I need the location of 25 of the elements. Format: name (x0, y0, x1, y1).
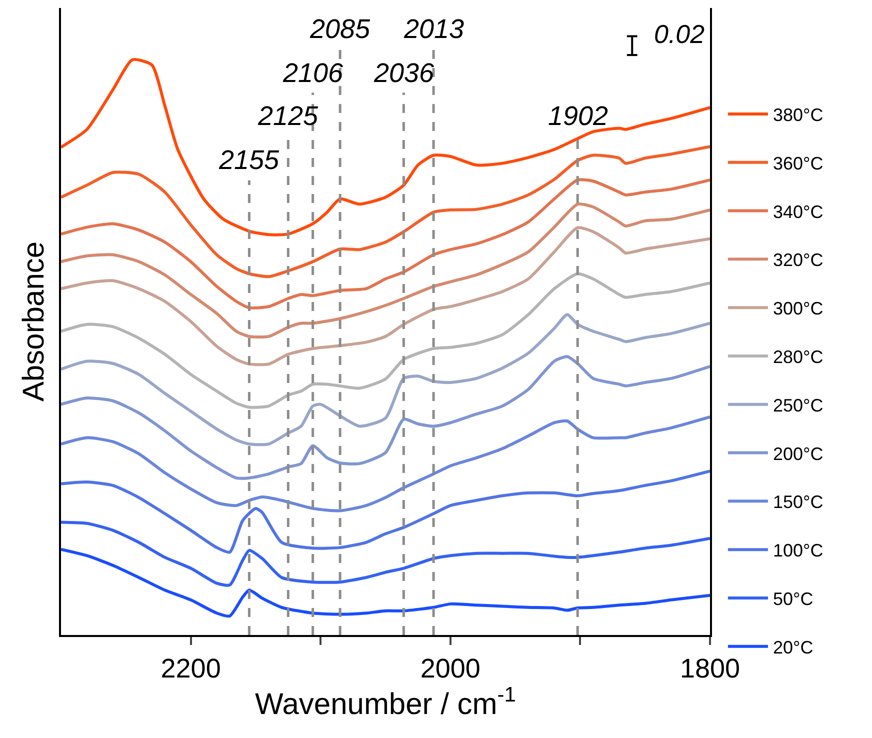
ref-line-label: 1902 (548, 101, 608, 131)
ref-line-label: 2013 (403, 14, 464, 44)
legend-label: 200°C (772, 444, 824, 464)
legend-label: 320°C (772, 250, 824, 270)
ref-line-label: 2106 (282, 58, 344, 88)
legend-label: 50°C (772, 589, 814, 609)
legend-label: 360°C (772, 153, 824, 174)
legend-label: 340°C (772, 202, 824, 222)
ref-line-label: 2155 (218, 145, 280, 175)
ref-line-label: 2125 (257, 101, 320, 131)
x-tick-label: 2200 (160, 653, 221, 684)
ref-line-label: 2085 (309, 14, 372, 44)
legend-label: 250°C (772, 395, 824, 416)
x-axis-title: Wavenumber / cm$^{-1}$ (255, 683, 516, 721)
legend-label: 20°C (772, 637, 814, 658)
legend-label: 280°C (772, 347, 824, 367)
legend-label: 300°C (772, 298, 824, 319)
legend-label: 150°C (772, 492, 824, 512)
ref-line-label: 2036 (373, 58, 436, 88)
legend-label: 100°C (772, 540, 824, 561)
x-tick-label: 1800 (680, 653, 740, 684)
legend-label: 380°C (772, 105, 824, 125)
y-axis-title: Absorbance (18, 241, 50, 402)
text: 0.02 (654, 19, 706, 49)
x-tick-label: 2000 (420, 653, 480, 684)
